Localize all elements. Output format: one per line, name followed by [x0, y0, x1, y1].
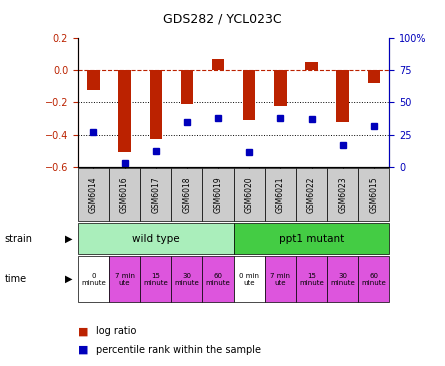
Text: ▶: ▶ — [65, 234, 73, 244]
Text: ▶: ▶ — [65, 274, 73, 284]
Bar — [274, 70, 287, 106]
Text: GSM6019: GSM6019 — [214, 176, 222, 213]
Text: ppt1 mutant: ppt1 mutant — [279, 234, 344, 244]
Text: GSM6017: GSM6017 — [151, 176, 160, 213]
Text: GSM6015: GSM6015 — [369, 176, 378, 213]
Bar — [336, 70, 349, 122]
Text: GSM6021: GSM6021 — [276, 177, 285, 213]
Text: GSM6023: GSM6023 — [338, 176, 347, 213]
Text: 0
minute: 0 minute — [81, 273, 106, 285]
Text: time: time — [4, 274, 27, 284]
Text: GSM6018: GSM6018 — [182, 177, 191, 213]
Text: log ratio: log ratio — [96, 326, 136, 336]
Text: percentile rank within the sample: percentile rank within the sample — [96, 344, 261, 355]
Bar — [243, 70, 255, 120]
Bar — [150, 70, 162, 139]
Text: GSM6020: GSM6020 — [245, 176, 254, 213]
Text: 30
minute: 30 minute — [330, 273, 355, 285]
Text: 7 min
ute: 7 min ute — [115, 273, 134, 285]
Bar — [305, 63, 318, 70]
Text: 15
minute: 15 minute — [143, 273, 168, 285]
Text: 7 min
ute: 7 min ute — [271, 273, 290, 285]
Bar — [118, 70, 131, 152]
Text: GSM6016: GSM6016 — [120, 176, 129, 213]
Text: wild type: wild type — [132, 234, 180, 244]
Text: GSM6014: GSM6014 — [89, 176, 98, 213]
Text: 30
minute: 30 minute — [174, 273, 199, 285]
Text: GDS282 / YCL023C: GDS282 / YCL023C — [163, 13, 282, 26]
Text: strain: strain — [4, 234, 32, 244]
Text: 0 min
ute: 0 min ute — [239, 273, 259, 285]
Text: GSM6022: GSM6022 — [307, 177, 316, 213]
Bar — [212, 59, 224, 70]
Text: ■: ■ — [78, 326, 89, 336]
Text: 60
minute: 60 minute — [206, 273, 231, 285]
Text: ■: ■ — [78, 344, 89, 355]
Bar — [87, 70, 100, 90]
Text: 15
minute: 15 minute — [299, 273, 324, 285]
Text: 60
minute: 60 minute — [361, 273, 386, 285]
Bar — [181, 70, 193, 104]
Bar — [368, 70, 380, 83]
